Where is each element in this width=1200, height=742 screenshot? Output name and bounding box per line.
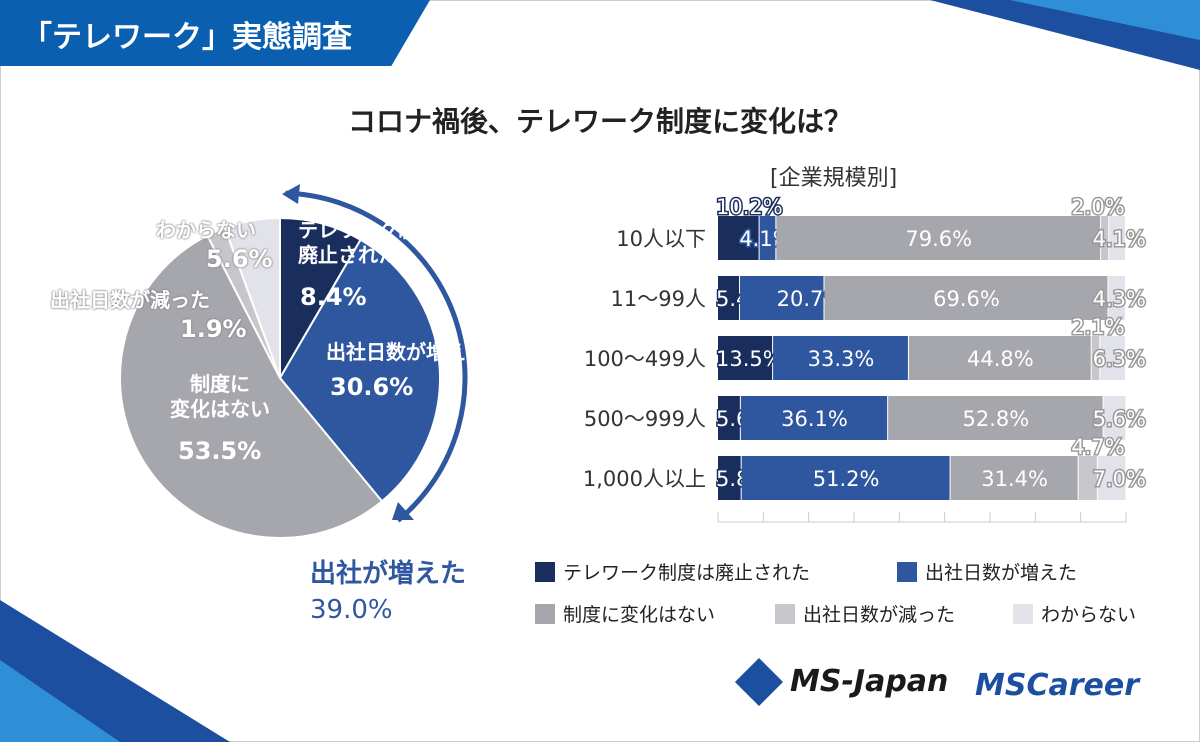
bar-segment [773, 336, 908, 380]
pie-slice [278, 238, 441, 503]
legend-label: 制度に変化はない [563, 604, 716, 626]
legend-swatch [535, 561, 555, 582]
data-label: 31.4% [981, 467, 1048, 491]
ms-japan-logo: MS-Japan [734, 657, 949, 706]
pie-label-nochange: 制度に 変化はない [170, 372, 270, 421]
pie-slice [279, 216, 362, 382]
bar-segment [950, 456, 1078, 500]
bar-segment [888, 396, 1103, 440]
ms-career-logo: MSCareer [975, 668, 1140, 703]
bar-segment [741, 456, 950, 500]
bar-segment [759, 216, 776, 260]
summary-value: 39.0% [310, 595, 393, 626]
bar-segment [718, 336, 773, 380]
bar-segment [1103, 396, 1126, 440]
data-label: 69.6% [933, 287, 1000, 311]
pie-label-decreased: 出社日数が減った [50, 288, 210, 312]
data-label: 4.3% [1093, 287, 1146, 311]
data-label: 36.1% [781, 407, 848, 431]
legend-item: 制度に変化はない [535, 600, 715, 627]
legend-swatch [897, 561, 917, 582]
legend-item: 出社日数が増えた [897, 558, 1077, 585]
legend-label: テレワーク制度は廃止された [563, 562, 811, 584]
data-label: 44.8% [967, 347, 1034, 371]
data-label: 2.1% [1071, 315, 1124, 339]
legend-swatch [535, 603, 555, 624]
pie-label-increased: 出社日数が増えた [326, 340, 486, 364]
data-label: 6.3% [1093, 347, 1146, 371]
data-label: 51.2% [813, 467, 880, 491]
pie-label-unknown: わからない [156, 218, 256, 242]
legend-item: わからない [1013, 600, 1136, 627]
pie-value-increased: 30.6% [330, 373, 414, 401]
pie-slice [118, 234, 384, 539]
bar-segment [776, 216, 1101, 260]
pie-slice [223, 216, 281, 379]
bar-segment [824, 276, 1108, 320]
bar-segment [908, 336, 1091, 380]
data-label: 10.2% [716, 195, 783, 219]
category-label: 100〜499人 [584, 347, 706, 371]
legend-item: 出社日数が減った [775, 600, 955, 627]
bar-segment [718, 216, 759, 260]
bar-segment [1097, 456, 1126, 500]
bar-segment [718, 456, 741, 500]
bar-segment [1101, 216, 1109, 260]
bar-segment [1091, 336, 1100, 380]
data-label: 5.6% [1093, 407, 1146, 431]
pie-value-unknown: 5.6% [206, 245, 273, 273]
category-label: 11〜99人 [611, 287, 706, 311]
data-label: 33.3% [808, 347, 875, 371]
bracket-arrow [285, 190, 468, 523]
data-label: 79.6% [905, 227, 972, 251]
pie-value-decreased: 1.9% [180, 315, 247, 343]
bar-segment [718, 396, 740, 440]
category-label: 1,000人以上 [583, 467, 706, 491]
legend-label: わからない [1041, 604, 1137, 626]
page-title: コロナ禍後、テレワーク制度に変化は？ [347, 105, 852, 138]
legend-label: 出社日数が減った [803, 604, 956, 626]
bar-segment [1108, 276, 1125, 320]
bar-segment [718, 276, 740, 320]
data-label: 7.0% [1093, 467, 1146, 491]
pie-label-abolished: テレワーク制度は 廃止された [298, 218, 458, 267]
pie-value-nochange: 53.5% [178, 437, 262, 465]
data-label: 13.5% [716, 347, 783, 371]
summary: 出社が増えた 39.0% [310, 556, 466, 629]
bar-segment [1109, 216, 1125, 260]
chart-subtitle: [企業規模別] [770, 166, 898, 191]
data-label: 4.7% [1071, 435, 1124, 459]
category-label: 10人以下 [616, 227, 706, 251]
legend-swatch [1013, 603, 1033, 624]
arrow-head-icon [392, 502, 414, 520]
ms-japan-logo-text: MS-Japan [790, 664, 949, 699]
legend-swatch [775, 603, 795, 624]
data-label: 2.0% [1071, 195, 1124, 219]
banner: 「テレワーク」実態調査 [0, 0, 430, 66]
banner-title: 「テレワーク」実態調査 [22, 20, 352, 55]
bar-segment [1100, 336, 1125, 380]
bar-segment [1078, 456, 1097, 500]
summary-label: 出社が増えた [310, 559, 467, 589]
ms-japan-logo-icon [734, 657, 784, 706]
legend-item: テレワーク制度は廃止された [535, 558, 810, 585]
pie-value-abolished: 8.4% [300, 283, 367, 311]
legend-label: 出社日数が増えた [925, 562, 1078, 584]
data-label: 4.1% [1093, 227, 1146, 251]
bar-segment [740, 396, 888, 440]
bar-segment [740, 276, 824, 320]
arrow-head-icon [282, 184, 300, 204]
category-label: 500〜999人 [584, 407, 706, 431]
data-label: 52.8% [962, 407, 1029, 431]
